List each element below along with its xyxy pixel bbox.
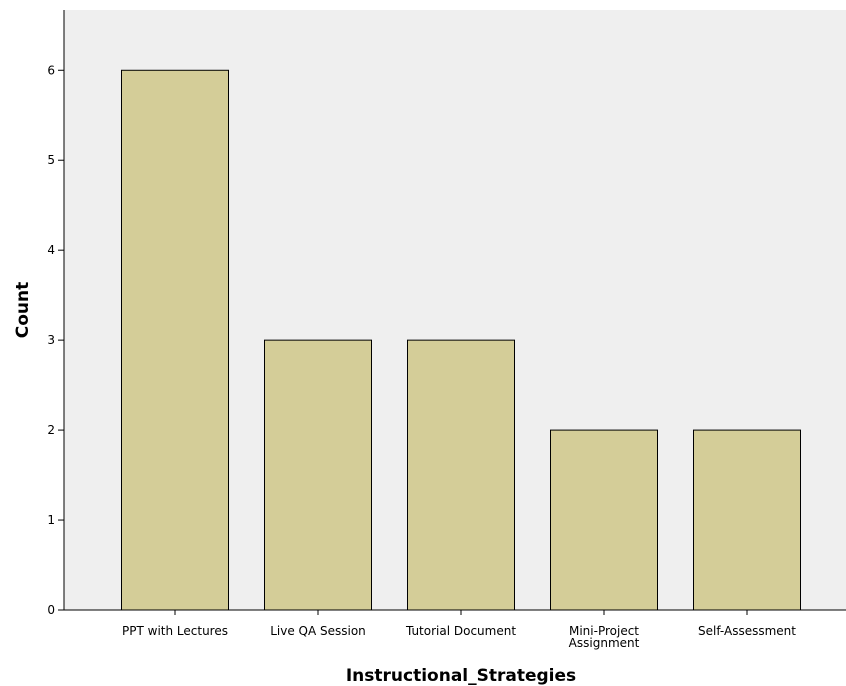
- y-tick-label: 1: [47, 513, 55, 527]
- x-category-label: PPT with Lectures: [122, 624, 228, 638]
- x-category-label: Live QA Session: [270, 624, 366, 638]
- y-ticks-group: 0 1 2 3 4 5 6: [47, 63, 64, 617]
- y-tick-label: 5: [47, 153, 55, 167]
- y-axis-title: Count: [13, 282, 33, 339]
- x-labels-group: PPT with Lectures Live QA Session Tutorial…: [122, 610, 796, 650]
- bar: [407, 339, 515, 611]
- bar: [550, 429, 658, 611]
- bar: [121, 69, 229, 611]
- x-axis-title: Instructional_Strategies: [346, 666, 576, 686]
- x-category-label: Mini-Project: [569, 624, 639, 638]
- x-category-label: Tutorial Document: [405, 624, 516, 638]
- bar: [693, 429, 801, 611]
- y-tick-label: 4: [47, 243, 55, 257]
- x-category-label: Assignment: [569, 636, 640, 650]
- x-category-label: Self-Assessment: [698, 624, 796, 638]
- bar: [264, 339, 372, 611]
- y-tick-label: 3: [47, 333, 55, 347]
- y-tick-label: 2: [47, 423, 55, 437]
- y-tick-label: 0: [47, 603, 55, 617]
- y-tick-label: 6: [47, 63, 55, 77]
- bars-group: [121, 69, 801, 611]
